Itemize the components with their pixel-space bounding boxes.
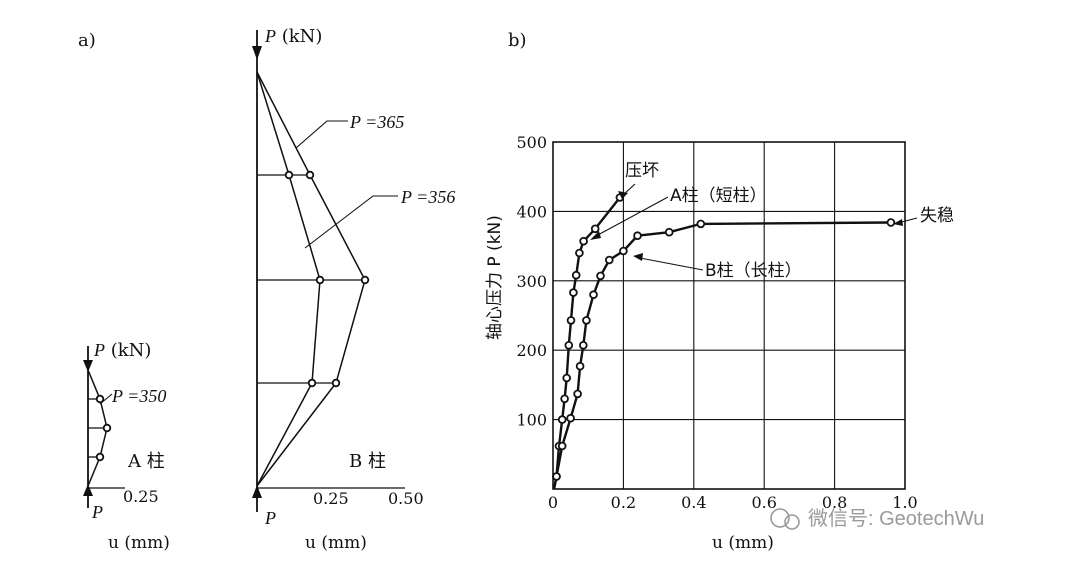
column-b-point (331, 378, 341, 388)
x-tick-label: 1.0 (892, 493, 917, 512)
annotation-long-arrow (633, 253, 643, 261)
column-b-axis-title: P (kN) (264, 26, 322, 47)
y-tick-label: 100 (516, 411, 547, 430)
y-tick-label: 500 (516, 133, 547, 152)
chart-series (552, 193, 896, 490)
column-a-top-arrow (83, 360, 93, 372)
series-b-point (557, 441, 567, 451)
watermark: 微信号: GeotechWu (770, 507, 984, 530)
series-b-point (633, 231, 642, 241)
annotation-short-arrow (590, 231, 601, 240)
column-b-curve-365 (256, 71, 366, 487)
series-b-point (552, 472, 561, 481)
x-tick-label: 0.2 (611, 493, 636, 512)
chart-ylabel: 轴心压力 P (kN) (485, 215, 505, 340)
annotation-short-leader (595, 196, 669, 237)
column-b-curve-label-1: P =365 (349, 112, 404, 132)
series-a-point (564, 340, 574, 350)
column-b-point (360, 275, 370, 285)
series-b-point (566, 413, 575, 423)
column-b-xlabel: u (mm) (305, 533, 367, 553)
series-b-point (578, 340, 588, 350)
series-a-point (566, 316, 576, 325)
column-a-tick: 0.25 (123, 487, 159, 506)
series-a-point (571, 270, 581, 280)
column-b-name: B 柱 (349, 451, 386, 472)
column-b-point (315, 275, 325, 285)
column-a-xlabel: u (mm) (108, 533, 170, 553)
annotation-crush: 压坏 (625, 161, 659, 181)
watermark-text: 微信号: GeotechWu (808, 507, 984, 530)
column-b-point (307, 378, 317, 388)
column-a-name: A 柱 (127, 451, 165, 472)
series-a-point (590, 224, 600, 234)
annotation-crush-leader (621, 183, 636, 197)
y-tick-label: 300 (516, 272, 547, 291)
column-b-point (305, 170, 315, 180)
series-b-point (696, 219, 706, 229)
series-b-point (573, 389, 582, 399)
column-a-diagram: P (kN) P =350 A 柱 P 0.25 u (mm) (83, 340, 170, 553)
annotation-short-column: A柱（短柱） (670, 186, 767, 206)
series-b-point (596, 271, 605, 281)
column-b-bottom-arrow (252, 485, 262, 498)
chart-grid (553, 142, 905, 489)
column-b-tick-050: 0.50 (388, 489, 424, 508)
annotation-buckling-arrow (893, 219, 903, 226)
series-a-point (557, 415, 567, 424)
series-a-point (579, 236, 588, 246)
series-a-point (569, 288, 578, 297)
column-b-top-arrow (252, 46, 262, 60)
series-b-point (604, 255, 614, 265)
column-b-tick-025: 0.25 (313, 489, 349, 508)
series-a-point (575, 248, 584, 258)
column-b-diagram: P (kN) P =365 P =356 B 柱 P 0.25 0.50 u (… (252, 26, 455, 553)
column-a-bottom-label: P (91, 502, 103, 522)
column-a-axis-title: P (kN) (93, 340, 151, 361)
series-b-point (619, 246, 628, 256)
wechat-icon-inner (784, 514, 800, 530)
series-a-point (562, 373, 571, 383)
panel-a-label: a) (78, 30, 96, 51)
chart-xlabel: u (mm) (712, 533, 774, 553)
column-b-bottom-label: P (264, 508, 276, 528)
column-a-bottom-arrow (83, 484, 93, 496)
y-tick-label: 200 (516, 341, 547, 360)
column-b-leader-356 (304, 195, 398, 249)
chart-tick-labels: 0 0.2 0.4 0.6 0.8 1.0 100 200 300 400 500 (516, 133, 917, 512)
series-a-point (560, 394, 569, 404)
series-b-point (575, 361, 585, 371)
x-tick-label: 0 (548, 493, 558, 512)
series-b-point (582, 316, 591, 325)
column-a-point (95, 452, 105, 462)
series-b-long-column-line (552, 221, 891, 490)
series-b-point (886, 218, 896, 227)
series-b-point (664, 227, 674, 237)
x-tick-label: 0.6 (751, 493, 776, 512)
column-a-point (95, 394, 105, 404)
x-tick-label: 0.4 (681, 493, 706, 512)
column-a-curve-label: P =350 (111, 386, 166, 406)
x-tick-label: 0.8 (822, 493, 847, 512)
y-tick-label: 400 (516, 202, 547, 221)
column-b-curve-label-2: P =356 (400, 187, 455, 207)
column-b-leader-365 (295, 120, 348, 149)
annotation-long-leader (639, 257, 704, 271)
annotation-buckling: 失稳 (920, 206, 954, 226)
load-displacement-chart: 0 0.2 0.4 0.6 0.8 1.0 100 200 300 400 500 轴心压力 P (… (485, 133, 954, 553)
panel-b-label: b) (508, 30, 527, 51)
series-b-point (589, 290, 598, 300)
column-a-leader (99, 393, 113, 405)
column-b-point (284, 170, 294, 180)
wechat-icon (770, 508, 790, 528)
column-a-point (102, 423, 112, 433)
annotation-long-column: B柱（长柱） (705, 261, 802, 281)
chart-frame (552, 141, 906, 490)
